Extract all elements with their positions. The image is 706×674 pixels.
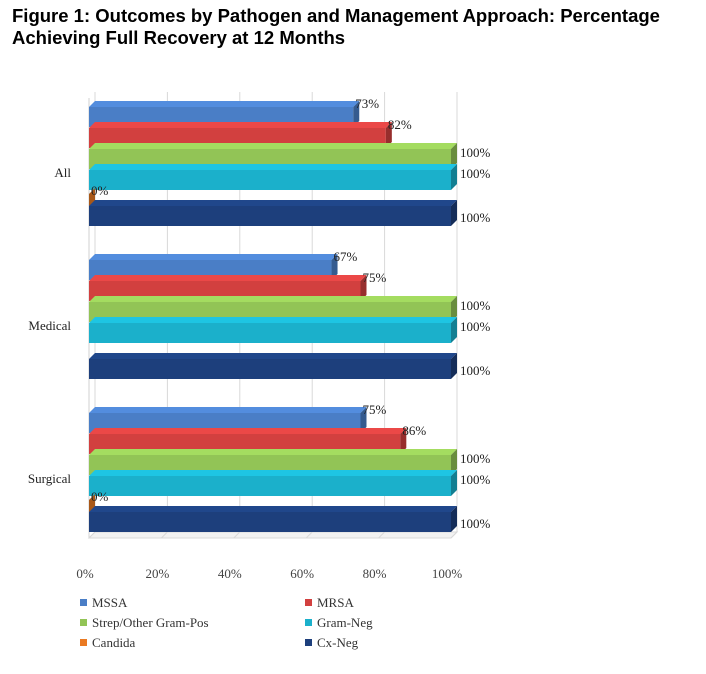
bar-chart: 0% 20% 40% 60% 80% 100% All 73% 82% 100% 100% 0% 100… — [28, 92, 491, 581]
legend-item: MSSA — [80, 594, 127, 612]
data-label: 73% — [355, 96, 379, 111]
gridline-floor — [450, 531, 458, 539]
category-label: Medical — [28, 318, 71, 333]
bar-side — [331, 254, 338, 280]
legend-swatch — [80, 599, 87, 606]
bar-side — [451, 353, 457, 379]
bar-side — [451, 296, 457, 322]
x-tick-label: 100% — [432, 566, 463, 581]
category-label: Surgical — [28, 471, 71, 486]
data-label: 100% — [460, 516, 491, 531]
legend-item: Strep/Other Gram-Pos — [80, 614, 209, 632]
bar-top — [89, 317, 457, 323]
data-label: 100% — [460, 166, 491, 181]
bar-side — [451, 470, 457, 496]
gridline-floor — [161, 531, 168, 539]
chart-floor — [87, 531, 459, 539]
bar-top — [89, 470, 457, 476]
legend-label: Gram-Neg — [317, 615, 373, 630]
data-label: 0% — [91, 183, 109, 198]
bar-side — [353, 101, 360, 127]
data-label: 100% — [460, 363, 491, 378]
x-tick-label: 80% — [363, 566, 387, 581]
bar — [89, 476, 451, 496]
bar-side — [451, 506, 457, 532]
data-label: 100% — [460, 210, 491, 225]
legend-label: Cx-Neg — [317, 635, 359, 650]
data-label: 67% — [334, 249, 358, 264]
x-tick-label: 60% — [290, 566, 314, 581]
data-label: 100% — [460, 472, 491, 487]
data-label: 100% — [460, 319, 491, 334]
legend-label: Candida — [92, 635, 136, 650]
data-label: 75% — [363, 270, 387, 285]
data-label: 100% — [460, 298, 491, 313]
legend-swatch — [305, 599, 312, 606]
data-label: 0% — [91, 489, 109, 504]
bar — [89, 323, 451, 343]
bar-side — [451, 143, 457, 169]
bar — [89, 512, 451, 532]
legend-item: Cx-Neg — [305, 634, 358, 652]
data-label: 75% — [363, 402, 387, 417]
bar — [89, 206, 451, 226]
legend-label: MRSA — [317, 595, 354, 610]
bar-side — [451, 317, 457, 343]
bar-top — [89, 407, 367, 413]
bar-top — [89, 122, 392, 128]
legend-swatch — [80, 619, 87, 626]
bar-top — [89, 101, 360, 107]
bar-top — [89, 254, 338, 260]
gridline-floor — [378, 531, 385, 539]
bar-top — [89, 143, 457, 149]
legend-swatch — [305, 639, 312, 646]
legend-swatch — [80, 639, 87, 646]
gridline-floor — [305, 531, 313, 539]
bar-side — [360, 275, 367, 301]
bar-side — [451, 200, 457, 226]
gridline-floor — [88, 531, 96, 539]
bar-top — [89, 449, 457, 455]
legend-item: Candida — [80, 634, 135, 652]
category-label: All — [54, 165, 71, 180]
bar — [89, 359, 451, 379]
data-label: 86% — [402, 423, 426, 438]
data-label: 82% — [388, 117, 412, 132]
bar-top — [89, 428, 407, 434]
bar-top — [89, 200, 457, 206]
bar-top — [89, 296, 457, 302]
legend-item: Gram-Neg — [305, 614, 373, 632]
data-label: 100% — [460, 451, 491, 466]
legend-label: MSSA — [92, 595, 128, 610]
bar-side — [385, 122, 392, 148]
x-tick-label: 40% — [218, 566, 242, 581]
data-label: 100% — [460, 145, 491, 160]
legend-item: MRSA — [305, 594, 354, 612]
bar-side — [400, 428, 407, 454]
bar-side — [360, 407, 367, 433]
bar-side — [451, 449, 457, 475]
x-tick-label: 0% — [76, 566, 94, 581]
legend-swatch — [305, 619, 312, 626]
chart-title: Figure 1: Outcomes by Pathogen and Manag… — [12, 5, 660, 48]
legend-label: Strep/Other Gram-Pos — [92, 615, 209, 630]
bar-top — [89, 164, 457, 170]
bar-top — [89, 506, 457, 512]
bar-top — [89, 275, 367, 281]
bar-side — [451, 164, 457, 190]
bar — [89, 170, 451, 190]
bar-top — [89, 353, 457, 359]
x-tick-label: 20% — [145, 566, 169, 581]
gridline-floor — [233, 531, 241, 539]
